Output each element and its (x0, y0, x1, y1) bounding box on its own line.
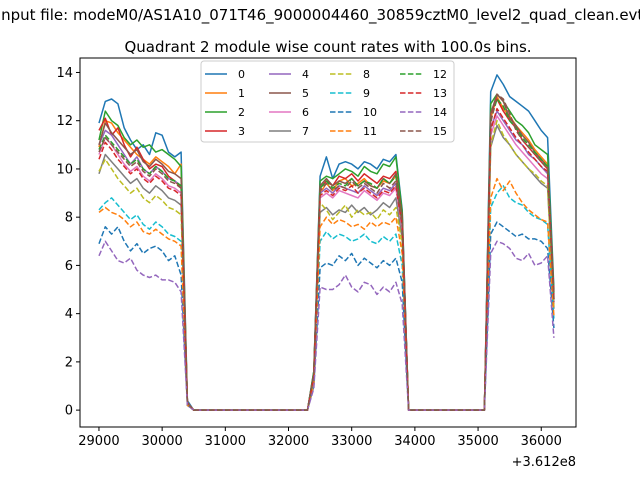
series-line-10 (98, 221, 555, 411)
x-tick-label: 32000 (268, 434, 309, 449)
series-line-15 (98, 93, 555, 411)
legend-label-15: 15 (433, 125, 447, 138)
y-tick-label: 12 (56, 114, 73, 129)
chart-suptitle: Input file: modeM0/AS1A10_071T46_9000004… (0, 6, 640, 25)
legend-label-2: 2 (238, 106, 245, 119)
y-tick-label: 2 (65, 355, 73, 370)
legend-label-6: 6 (302, 106, 309, 119)
legend-label-11: 11 (363, 125, 377, 138)
plot-frame (79, 57, 577, 428)
x-tick-label: 31000 (205, 434, 246, 449)
legend-label-4: 4 (302, 68, 309, 81)
legend-label-0: 0 (238, 68, 245, 81)
chart-title: Quadrant 2 module wise count rates with … (124, 38, 531, 56)
legend-frame (200, 60, 455, 143)
x-tick-label: 34000 (394, 434, 435, 449)
legend-label-14: 14 (433, 106, 447, 119)
x-tick-label: 36000 (521, 434, 562, 449)
y-tick-label: 6 (65, 259, 73, 274)
legend-label-12: 12 (433, 68, 447, 81)
x-tick-label: 33000 (331, 434, 372, 449)
legend-label-10: 10 (363, 106, 377, 119)
y-tick-label: 8 (65, 211, 73, 226)
legend-label-3: 3 (238, 125, 245, 138)
legend-label-7: 7 (302, 125, 309, 138)
y-tick-label: 10 (56, 162, 73, 177)
legend-label-9: 9 (363, 87, 370, 100)
legend-label-1: 1 (238, 87, 245, 100)
legend-label-8: 8 (363, 68, 370, 81)
legend-label-13: 13 (433, 87, 447, 100)
x-offset-label: +3.612e8 (512, 455, 576, 470)
x-tick-label: 35000 (457, 434, 498, 449)
legend-label-5: 5 (302, 87, 309, 100)
axis-layer: 29000 30000 31000 32000 33000 34000 35000 36000… (56, 66, 561, 449)
x-tick-label: 29000 (78, 434, 119, 449)
y-tick-label: 14 (56, 66, 73, 81)
y-tick-label: 4 (65, 307, 73, 322)
series-layer (98, 74, 555, 411)
x-tick-label: 30000 (141, 434, 182, 449)
y-tick-label: 0 (65, 404, 73, 419)
